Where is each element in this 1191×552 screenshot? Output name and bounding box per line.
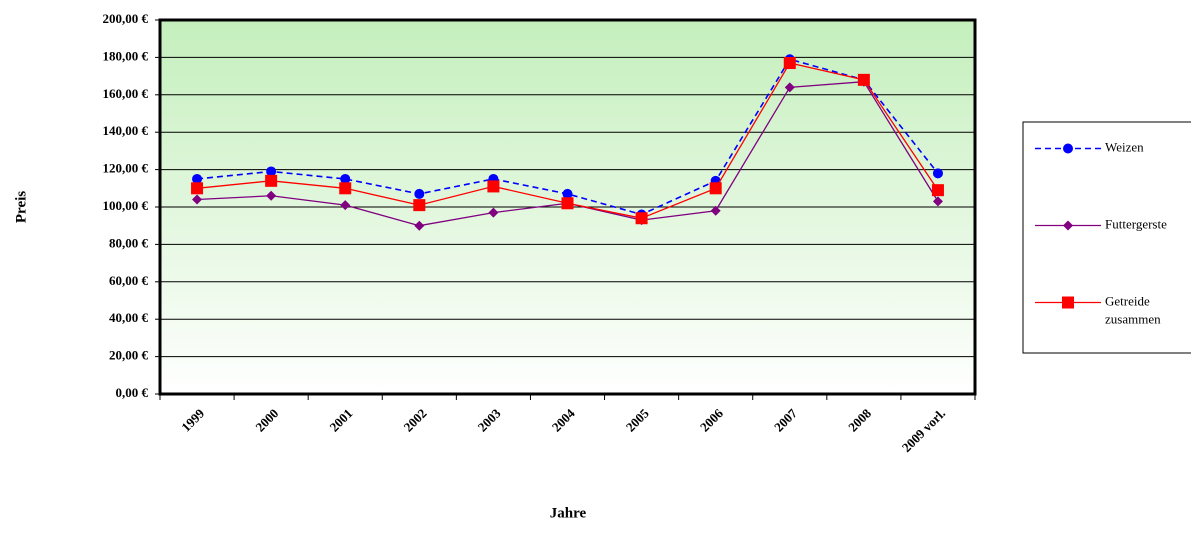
y-tick-label: 0,00 € — [116, 385, 149, 400]
x-tick-label: 2007 — [771, 405, 800, 434]
point — [266, 190, 277, 201]
y-tick-label: 140,00 € — [103, 123, 149, 138]
y-tick-label: 100,00 € — [103, 198, 149, 213]
legend-item: Futtergerste — [1035, 216, 1167, 231]
legend-label: Getreide zusammen — [1105, 293, 1161, 326]
legend-item: Getreide zusammen — [1035, 293, 1161, 326]
point — [710, 205, 721, 216]
x-tick-label: 1999 — [178, 405, 207, 434]
point — [340, 200, 351, 211]
y-axis-title: Preis — [13, 191, 29, 223]
point — [487, 180, 500, 193]
point — [192, 194, 203, 205]
point — [784, 82, 795, 93]
point — [561, 197, 574, 210]
y-tick-label: 200,00 € — [103, 11, 149, 26]
point — [413, 199, 426, 212]
x-tick-label: 2004 — [549, 405, 578, 434]
y-tick-label: 120,00 € — [103, 161, 149, 176]
x-tick-label: 2002 — [401, 406, 430, 435]
legend-label: Futtergerste — [1105, 216, 1167, 231]
legend-box — [1022, 121, 1191, 354]
x-tick-label: 2008 — [845, 405, 874, 434]
legend-label-line: zusammen — [1105, 311, 1161, 326]
point — [488, 207, 499, 218]
point — [414, 188, 425, 199]
point — [265, 174, 278, 187]
x-tick-label: 2009 vorl. — [899, 406, 948, 455]
legend-item: Weizen — [1035, 139, 1144, 154]
y-tick-label: 80,00 € — [109, 235, 149, 250]
point — [562, 188, 573, 199]
legend-label: Weizen — [1105, 139, 1144, 154]
point — [1063, 143, 1073, 154]
point — [709, 182, 722, 195]
point — [932, 168, 943, 179]
y-tick-label: 40,00 € — [109, 310, 149, 325]
x-tick-label: 2006 — [697, 405, 726, 434]
y-tick-label: 180,00 € — [103, 48, 149, 63]
point — [414, 220, 425, 231]
point — [783, 57, 796, 70]
point — [932, 196, 943, 207]
point — [339, 182, 352, 195]
point — [340, 173, 351, 184]
x-tick-label: 2001 — [326, 406, 355, 435]
point — [1062, 296, 1074, 309]
x-axis-title: Jahre — [550, 505, 587, 521]
y-tick-label: 20,00 € — [109, 348, 149, 363]
point — [1063, 220, 1073, 231]
y-tick-label: 160,00 € — [103, 86, 149, 101]
x-tick-label: 2005 — [623, 405, 652, 434]
x-tick-label: 2000 — [252, 406, 281, 435]
point — [266, 166, 277, 177]
point — [857, 73, 870, 86]
point — [931, 184, 944, 197]
legend-label-line: Getreide — [1105, 293, 1150, 308]
y-tick-label: 60,00 € — [109, 273, 149, 288]
point — [635, 212, 648, 225]
point — [192, 173, 203, 184]
plot-border — [158, 18, 977, 396]
point — [191, 182, 204, 195]
x-tick-label: 2003 — [475, 405, 504, 434]
